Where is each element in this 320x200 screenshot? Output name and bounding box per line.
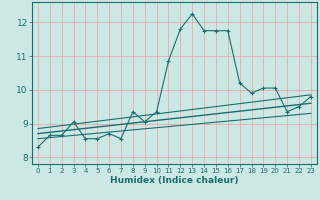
X-axis label: Humidex (Indice chaleur): Humidex (Indice chaleur) <box>110 176 239 185</box>
